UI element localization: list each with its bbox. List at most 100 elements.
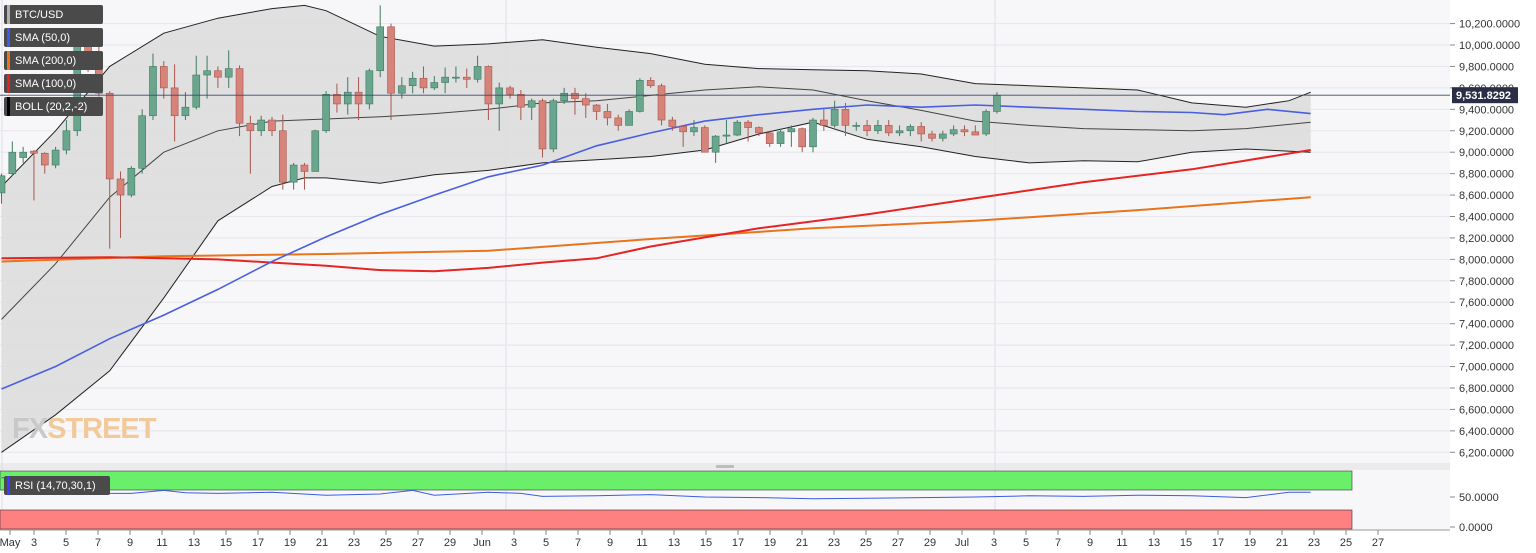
candle xyxy=(603,103,612,126)
candle-body xyxy=(993,95,1001,112)
candle-body xyxy=(733,121,742,136)
candle xyxy=(484,65,493,121)
candle xyxy=(571,87,579,115)
candle-body xyxy=(917,126,926,135)
candle xyxy=(138,109,146,174)
x-tick-label: 15 xyxy=(700,537,712,549)
candle xyxy=(203,55,211,99)
candle-body xyxy=(614,117,623,126)
x-tick-label: 5 xyxy=(63,537,69,549)
x-tick-label: 9 xyxy=(127,537,133,549)
y-tick-label: 7,000.0000 xyxy=(1459,362,1514,374)
x-tick-label: 15 xyxy=(1180,537,1192,549)
legend-label: BTC/USD xyxy=(15,8,64,21)
x-tick-label: 21 xyxy=(1276,537,1288,549)
rsi-label-text: RSI (14,70,30,1) xyxy=(15,479,96,492)
candle xyxy=(19,146,27,163)
fxstreet-watermark: FXSTREET xyxy=(12,413,156,446)
candle xyxy=(214,66,222,88)
candle-body xyxy=(8,151,17,174)
candle xyxy=(408,71,417,94)
candle-body xyxy=(365,70,374,105)
candle-body xyxy=(192,74,201,108)
candle-body xyxy=(571,92,579,99)
candle-body xyxy=(300,164,309,172)
candle xyxy=(224,50,233,88)
y-tick-label: 10,200.0000 xyxy=(1459,19,1520,31)
x-tick-label: 21 xyxy=(316,537,328,549)
rsi-line xyxy=(1,476,1311,500)
x-tick-label: 7 xyxy=(95,537,101,549)
candle xyxy=(30,150,38,201)
candle xyxy=(971,125,980,136)
candle-body xyxy=(690,127,698,133)
legend-swatch xyxy=(7,97,10,116)
legend-item[interactable]: BOLL (20,2,-2) xyxy=(4,97,103,116)
candle xyxy=(733,120,742,137)
candle-body xyxy=(160,66,168,89)
y-tick-label: 8,000.0000 xyxy=(1459,254,1514,266)
candle-body xyxy=(592,104,601,112)
candle xyxy=(711,135,720,163)
legend-item[interactable]: BTC/USD xyxy=(4,5,103,24)
legend-item[interactable]: SMA (50,0) xyxy=(4,28,103,47)
candle-body xyxy=(863,125,871,132)
legend-swatch xyxy=(7,28,10,47)
candle-body xyxy=(971,131,980,136)
x-tick-label: 11 xyxy=(1116,537,1127,549)
x-tick-label: Jun xyxy=(473,537,491,549)
candle xyxy=(419,66,428,94)
x-tick-label: Jul xyxy=(955,537,969,549)
legend-item[interactable]: SMA (200,0) xyxy=(4,51,103,70)
candle xyxy=(560,87,568,104)
watermark-part2: STREET xyxy=(47,413,156,445)
x-tick-label: 5 xyxy=(543,537,549,549)
candle-body xyxy=(798,128,806,148)
candle-body xyxy=(235,68,244,124)
candle xyxy=(160,61,168,99)
candle-body xyxy=(473,66,482,80)
candle-body xyxy=(895,130,904,134)
pane-resize-handle xyxy=(716,465,734,468)
legend-label: SMA (100,0) xyxy=(15,77,77,90)
candle xyxy=(884,120,893,137)
candle xyxy=(852,122,861,131)
x-tick-label: 3 xyxy=(511,537,517,549)
current-price-tag xyxy=(1452,87,1518,104)
x-tick-label: 7 xyxy=(1055,537,1061,549)
candle-body xyxy=(809,119,817,148)
candle-body xyxy=(0,175,6,194)
candle xyxy=(679,125,687,147)
candle xyxy=(787,125,796,147)
candle-body xyxy=(700,127,709,153)
y-tick-label: 8,200.0000 xyxy=(1459,233,1514,245)
y-tick-label: 10,000.0000 xyxy=(1459,40,1520,52)
x-tick-label: 19 xyxy=(764,537,776,549)
candle xyxy=(625,109,633,126)
x-tick-label: 7 xyxy=(575,537,581,549)
y-tick-label: 9,800.0000 xyxy=(1459,61,1514,73)
candle-body xyxy=(354,91,363,105)
candle xyxy=(690,120,698,137)
y-tick-label: 9,400.0000 xyxy=(1459,104,1514,116)
candle-body xyxy=(408,77,417,87)
candle-body xyxy=(960,129,969,133)
bollinger-upper-line xyxy=(1,4,1311,187)
y-tick-label: 8,800.0000 xyxy=(1459,169,1514,181)
legend-item[interactable]: SMA (100,0) xyxy=(4,74,103,93)
candle-body xyxy=(181,106,190,117)
candle-body xyxy=(928,133,936,139)
candle-body xyxy=(40,152,49,166)
candle-body xyxy=(636,80,644,112)
candle xyxy=(365,68,374,110)
rsi-oversold-zone xyxy=(0,509,1353,530)
candle xyxy=(765,130,774,147)
candle xyxy=(874,120,882,134)
rsi-swatch xyxy=(7,476,10,495)
candle xyxy=(495,82,504,131)
rsi-tick-label: 50.0000 xyxy=(1459,492,1499,504)
rsi-label[interactable]: RSI (14,70,30,1) xyxy=(4,476,110,495)
candle xyxy=(333,83,341,113)
candle xyxy=(863,120,871,137)
